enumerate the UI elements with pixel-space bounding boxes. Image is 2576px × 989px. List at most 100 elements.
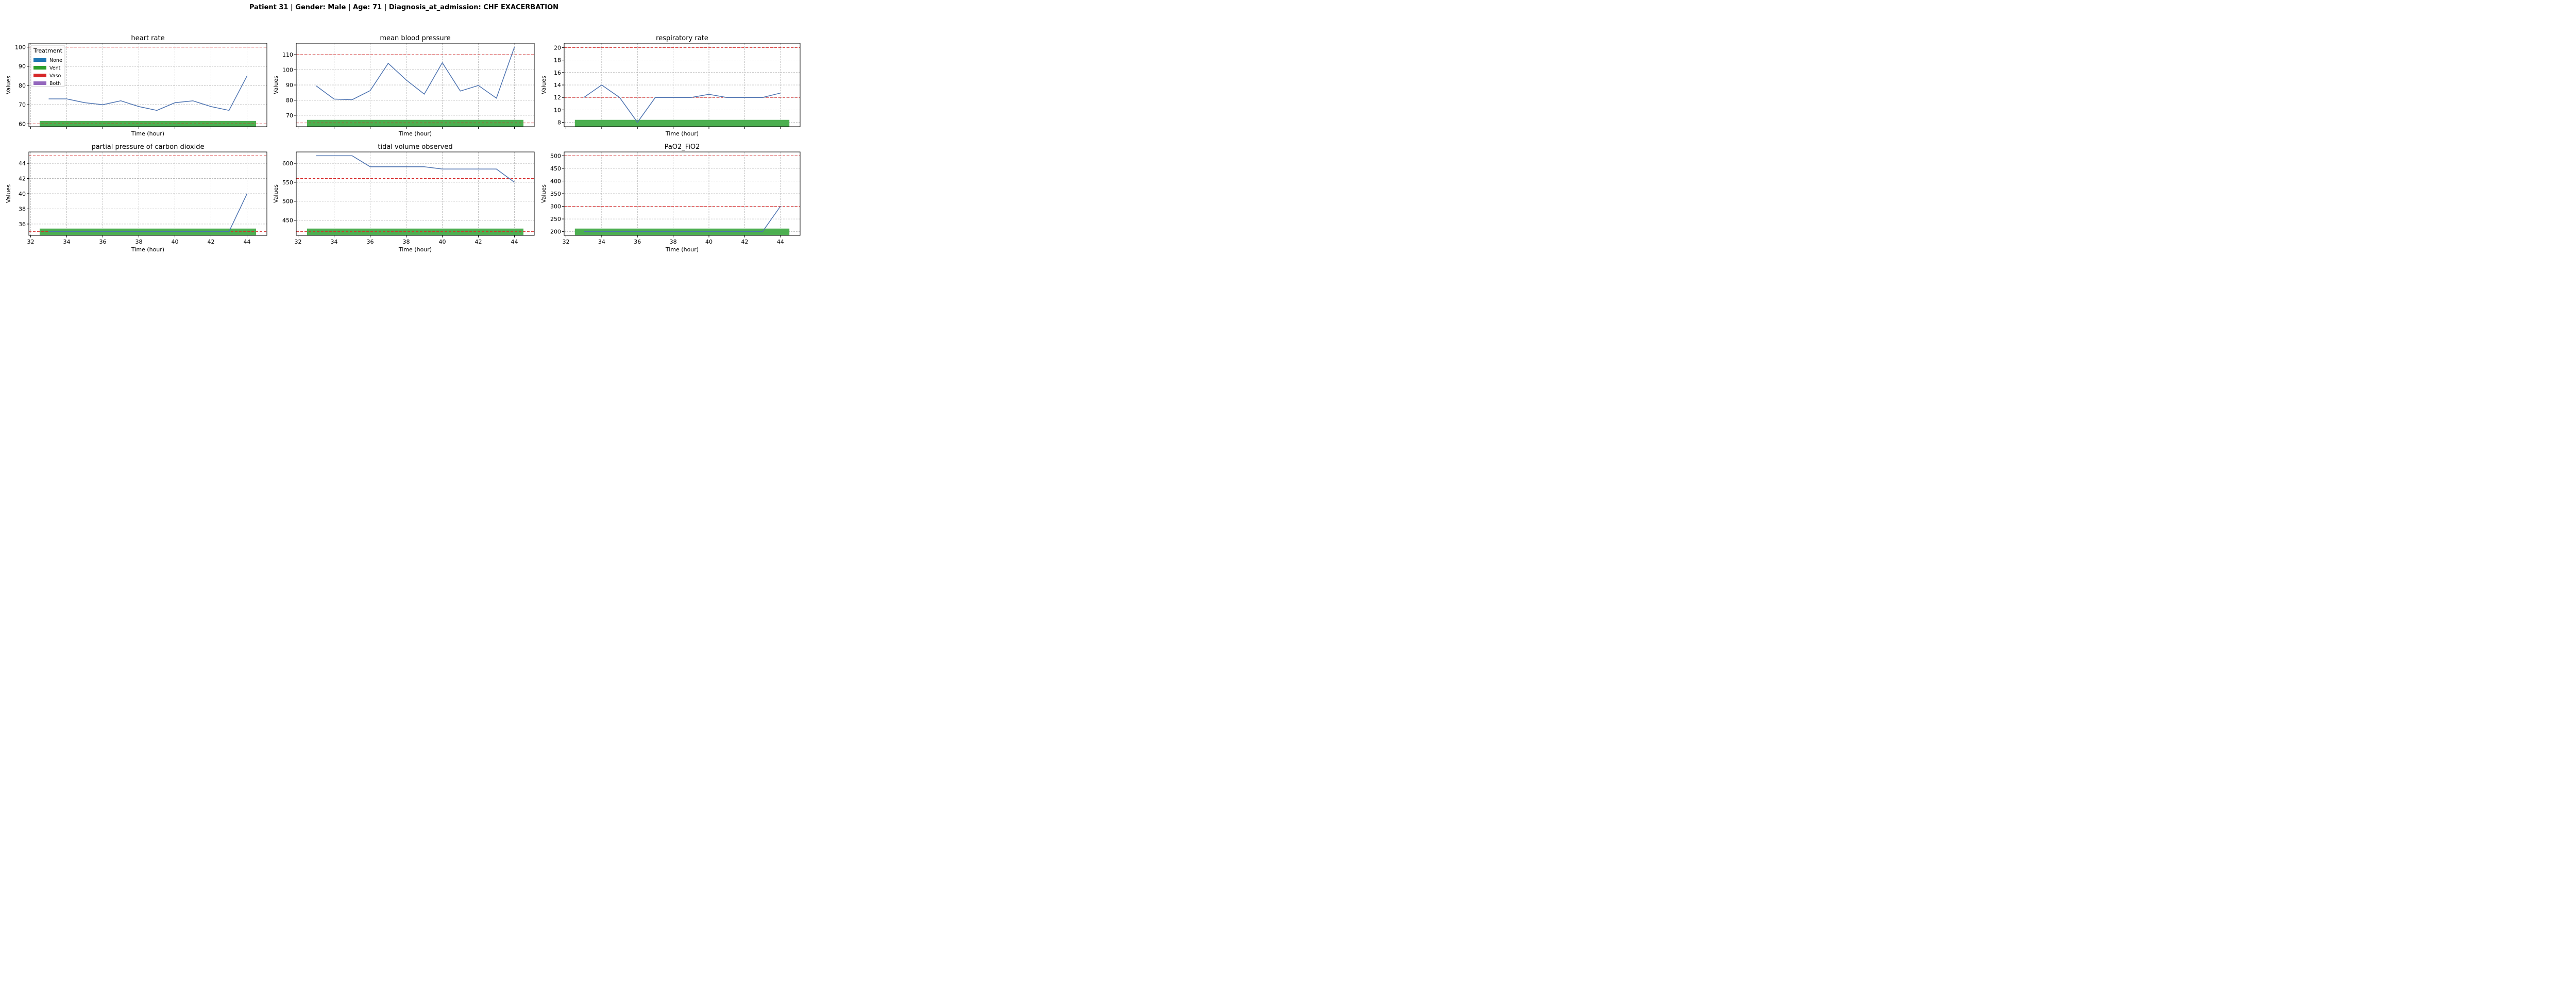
y-tick-label: 42 [19, 176, 26, 182]
x-tick-label: 42 [208, 238, 215, 245]
y-tick-label: 100 [282, 67, 293, 74]
plot-frame [296, 151, 535, 236]
x-tick-label: 38 [403, 238, 410, 245]
panel-title: tidal volume observed [378, 143, 452, 151]
y-axis-label: Values [273, 76, 279, 94]
y-tick-label: 550 [282, 179, 293, 186]
series-line [316, 47, 515, 100]
y-tick-label: 80 [286, 97, 293, 104]
series-line [584, 206, 781, 232]
y-tick-label: 200 [550, 229, 561, 235]
x-tick-label: 36 [367, 238, 374, 245]
x-tick-label: 32 [27, 238, 35, 245]
y-tick-label: 14 [554, 82, 561, 89]
x-tick-label: 34 [63, 238, 71, 245]
legend-label-both: Both [49, 81, 61, 87]
x-tick-label: 40 [705, 238, 713, 245]
x-tick-label: 40 [172, 238, 179, 245]
y-tick-label: 300 [550, 203, 561, 210]
panel-title: mean blood pressure [380, 35, 450, 42]
legend-swatch-both [33, 81, 46, 85]
panel-4: 32 34 36 38 40 42 44 36 38 40 42 44 partial pressure… [5, 143, 267, 253]
x-tick-label: 34 [331, 238, 338, 245]
y-axis-label: Values [540, 184, 547, 203]
figure-title: Patient 31 | Gender: Male | Age: 71 | Di… [249, 4, 559, 11]
y-tick-label: 60 [19, 121, 26, 127]
series-line [583, 84, 781, 123]
panel-5: 32 34 36 38 40 42 44 450 500 550 600 tidal volume o… [273, 143, 535, 253]
y-tick-label: 450 [550, 165, 561, 172]
y-axis-label: Values [540, 76, 547, 94]
x-tick-label: 42 [741, 238, 748, 245]
x-axis-label: Time (hour) [131, 130, 164, 137]
x-tick-label: 38 [135, 238, 143, 245]
legend-label-vaso: Vaso [49, 73, 61, 79]
y-tick-label: 20 [554, 44, 561, 51]
y-tick-label: 16 [554, 70, 561, 76]
legend-swatch-none [33, 58, 46, 62]
series-line [316, 155, 515, 183]
y-tick-label: 250 [550, 216, 561, 223]
y-tick-label: 90 [19, 63, 26, 70]
y-tick-label: 12 [554, 94, 561, 101]
y-tick-label: 70 [19, 101, 26, 108]
y-tick-label: 38 [19, 206, 26, 212]
plot-frame [28, 43, 267, 127]
y-tick-label: 350 [550, 191, 561, 197]
y-axis-label: Values [273, 184, 279, 203]
x-axis-label: Time (hour) [398, 130, 432, 137]
treatment-bar-vent [574, 120, 790, 127]
y-tick-label: 36 [19, 221, 26, 228]
x-tick-label: 42 [475, 238, 482, 245]
legend-label-vent: Vent [49, 65, 61, 71]
panel-6: 32 34 36 38 40 42 44 200 250 300 350 400 450 500 PaO2_… [540, 143, 801, 253]
y-axis-label: Values [5, 76, 12, 94]
legend: Treatment None Vent Vaso Both [30, 45, 65, 87]
plot-frame [564, 43, 801, 127]
legend-title: Treatment [33, 47, 63, 54]
x-tick-label: 44 [244, 238, 251, 245]
x-tick-label: 44 [511, 238, 518, 245]
x-tick-label: 36 [634, 238, 641, 245]
x-axis-label: Time (hour) [665, 246, 699, 253]
y-tick-label: 500 [550, 152, 561, 159]
x-axis-label: Time (hour) [131, 246, 164, 253]
y-tick-label: 100 [15, 44, 26, 50]
chart-grid: 60 70 80 90 100 heart rate Time (hour) Values 70… [5, 35, 801, 253]
treatment-bar-vent [40, 228, 256, 235]
panel-title: heart rate [131, 35, 164, 42]
y-tick-label: 80 [19, 82, 26, 89]
plot-frame [564, 151, 801, 236]
panel-title: partial pressure of carbon dioxide [92, 143, 205, 151]
series-line [48, 193, 248, 232]
y-tick-label: 450 [282, 217, 293, 224]
y-tick-label: 70 [286, 112, 293, 119]
y-axis-label: Values [5, 184, 12, 203]
y-tick-label: 8 [557, 120, 561, 126]
panel-title: respiratory rate [656, 35, 708, 42]
series-line [48, 75, 248, 111]
y-tick-label: 18 [554, 57, 561, 64]
y-tick-label: 500 [282, 198, 293, 205]
legend-swatch-vent [33, 66, 46, 70]
treatment-bar-vent [307, 120, 523, 127]
x-tick-label: 38 [670, 238, 677, 245]
y-tick-label: 600 [282, 160, 293, 167]
x-axis-label: Time (hour) [398, 246, 432, 253]
y-tick-label: 40 [19, 191, 26, 197]
treatment-bar-vent [307, 228, 523, 235]
panel-title: PaO2_FiO2 [665, 143, 700, 151]
x-axis-label: Time (hour) [665, 130, 699, 137]
x-tick-label: 34 [598, 238, 605, 245]
legend-swatch-vaso [33, 74, 46, 77]
x-tick-label: 36 [99, 238, 107, 245]
panel-3: 8 10 12 14 16 18 20 respiratory rate Time (hour)… [540, 35, 801, 137]
panel-2: 70 80 90 100 110 mean blood pressure Time (hou… [273, 35, 535, 137]
y-tick-label: 110 [282, 52, 293, 58]
x-tick-label: 44 [777, 238, 784, 245]
treatment-bar-vent [40, 121, 256, 127]
panel-1: 60 70 80 90 100 heart rate Time (hour) Values [5, 35, 267, 137]
y-tick-label: 10 [554, 107, 561, 113]
x-tick-label: 40 [439, 238, 446, 245]
treatment-bar-vent [574, 228, 790, 235]
